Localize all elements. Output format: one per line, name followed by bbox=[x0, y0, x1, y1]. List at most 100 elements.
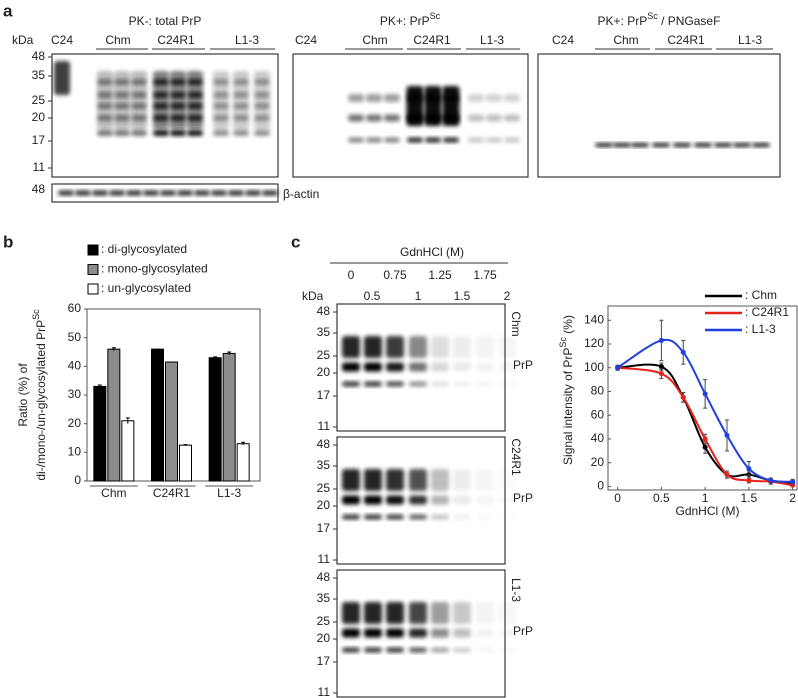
blot-band bbox=[187, 103, 203, 109]
bar bbox=[151, 348, 164, 482]
kda-marker: 48 bbox=[32, 49, 46, 63]
kda-marker: 35 bbox=[317, 325, 331, 339]
legend-label: : di-glycosylated bbox=[101, 242, 187, 256]
kda-marker: 25 bbox=[317, 348, 331, 362]
x-tick-label: 0.5 bbox=[653, 491, 670, 505]
blot-band bbox=[425, 137, 441, 143]
blot-band bbox=[254, 79, 270, 85]
blot-band bbox=[254, 92, 270, 98]
blot-band bbox=[213, 79, 229, 85]
blot-band bbox=[342, 469, 360, 491]
x-tick-label: 1.5 bbox=[741, 491, 758, 505]
blot-band bbox=[131, 103, 147, 109]
x-tick-label: 1 bbox=[702, 491, 709, 505]
y-tick-label: 140 bbox=[584, 312, 604, 326]
protein-label: PrP bbox=[513, 491, 533, 505]
blot-title: PK+: PrPSc bbox=[380, 11, 441, 28]
title-text: PK+: PrP bbox=[598, 14, 648, 28]
blot-band bbox=[170, 71, 186, 129]
y-tick-label: 80 bbox=[591, 384, 605, 398]
blot-band bbox=[476, 647, 494, 653]
blot-band bbox=[364, 362, 382, 372]
blot-band bbox=[443, 114, 459, 122]
blot-band bbox=[453, 336, 471, 358]
blot-band bbox=[386, 495, 404, 505]
error-bar bbox=[183, 444, 188, 446]
blot-band bbox=[386, 514, 404, 520]
bar bbox=[107, 348, 121, 482]
y-tick-label: 30 bbox=[68, 387, 82, 401]
blot-band bbox=[453, 647, 471, 653]
lane-label: C24R1 bbox=[667, 33, 705, 47]
blot-title: PK-: total PrP bbox=[129, 14, 202, 28]
blot-band bbox=[498, 336, 516, 358]
kda-marker: 17 bbox=[317, 654, 331, 668]
blot-band bbox=[498, 382, 516, 387]
kda-marker: 48 bbox=[317, 437, 331, 451]
blot-band bbox=[114, 71, 130, 129]
blot-band bbox=[187, 92, 203, 98]
title-text: PK-: total PrP bbox=[129, 14, 202, 28]
data-point bbox=[658, 364, 664, 370]
data-point bbox=[702, 436, 708, 442]
data-point bbox=[680, 394, 686, 400]
actin-label: β-actin bbox=[283, 187, 319, 201]
blot-band bbox=[364, 514, 382, 520]
lane-label: L1-3 bbox=[738, 33, 762, 47]
superscript: Sc bbox=[558, 337, 568, 348]
blot-band bbox=[409, 647, 427, 653]
blot-band bbox=[431, 495, 449, 505]
blot-band bbox=[504, 137, 520, 143]
blot-band bbox=[254, 115, 270, 121]
blot-band bbox=[348, 137, 364, 143]
blot-band bbox=[468, 114, 484, 122]
legend-label: : un-glycosylated bbox=[101, 281, 191, 295]
blot-frame bbox=[537, 53, 781, 178]
blot-band bbox=[407, 114, 423, 122]
data-point bbox=[680, 349, 686, 355]
concentration: 1.75 bbox=[473, 268, 497, 282]
blot-band bbox=[187, 71, 203, 129]
blot-band bbox=[453, 602, 471, 624]
blot-band bbox=[54, 61, 70, 95]
data-point bbox=[658, 337, 664, 343]
error-bar bbox=[97, 384, 102, 388]
concentration: 0.75 bbox=[383, 268, 407, 282]
error-bar bbox=[213, 356, 218, 359]
blot-band bbox=[694, 143, 712, 147]
blot-band bbox=[342, 336, 360, 358]
bar bbox=[93, 385, 107, 482]
legend-swatch bbox=[87, 283, 99, 295]
blot-band bbox=[431, 514, 449, 520]
blot-band bbox=[453, 514, 471, 520]
blot-band bbox=[114, 130, 130, 136]
blot-band bbox=[443, 94, 459, 102]
data-point bbox=[790, 479, 796, 485]
y-tick-label: 20 bbox=[591, 455, 605, 469]
x-tick-label: 0 bbox=[614, 491, 621, 505]
blot-band bbox=[468, 94, 484, 102]
blot-band bbox=[486, 114, 502, 122]
blot-band bbox=[364, 628, 382, 638]
concentration: 1.25 bbox=[428, 268, 452, 282]
blot-band bbox=[652, 143, 670, 147]
legend-label: : mono-glycosylated bbox=[101, 262, 208, 276]
blot-band bbox=[476, 381, 494, 387]
strain-label: Chm bbox=[509, 311, 523, 336]
blot-band bbox=[153, 130, 169, 136]
bar bbox=[236, 443, 250, 482]
concentration: 1 bbox=[415, 289, 422, 303]
blot-band bbox=[97, 115, 113, 121]
title-text: PK+: PrP bbox=[380, 14, 430, 28]
lane-label: Chm bbox=[105, 33, 130, 47]
blot-band bbox=[453, 628, 471, 638]
x-tick-label: 2 bbox=[789, 491, 796, 505]
blot-band bbox=[714, 143, 732, 147]
blot-band bbox=[97, 130, 113, 136]
blot-band bbox=[342, 381, 360, 387]
bar bbox=[179, 444, 192, 482]
data-point bbox=[746, 466, 752, 472]
blot-band bbox=[364, 336, 382, 358]
data-point bbox=[746, 478, 752, 484]
superscript: Sc bbox=[430, 11, 441, 21]
